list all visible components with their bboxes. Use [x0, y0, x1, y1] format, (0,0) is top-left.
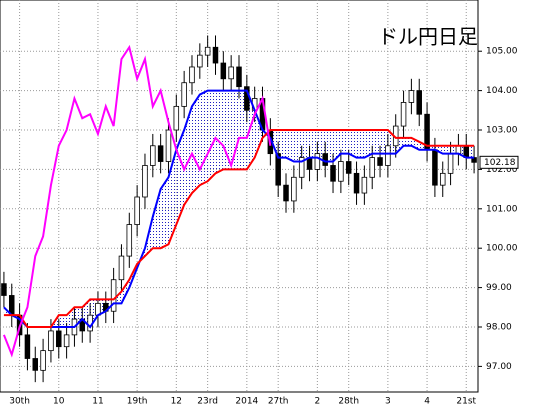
candle-body — [110, 279, 117, 312]
candle-body — [63, 334, 70, 348]
candle-body — [220, 62, 227, 80]
candle-body — [408, 90, 415, 103]
candle-body — [432, 149, 438, 186]
candle-body — [142, 165, 148, 198]
line-series — [3, 129, 475, 328]
candle-body — [48, 330, 54, 352]
candle-body — [447, 153, 454, 174]
x-tick-label: 3 — [385, 397, 391, 407]
candle-body — [330, 165, 336, 182]
candle-body — [283, 184, 289, 202]
y-tick-label: 104.00 — [486, 86, 518, 96]
x-tick-label: 28th — [338, 397, 359, 407]
candle-body — [298, 157, 305, 178]
y-tick-label: 100.00 — [486, 244, 518, 254]
x-tick-label: 19th — [127, 397, 148, 407]
cloud — [3, 90, 475, 327]
candle-body — [400, 102, 407, 127]
chart-title: ドル円日足 — [378, 25, 478, 49]
candle-body — [369, 157, 375, 178]
candle-body — [197, 54, 203, 68]
line-series — [2, 44, 272, 358]
candle-body — [24, 334, 31, 359]
last-price-box — [479, 155, 519, 169]
last-price-label: 102.18 — [484, 158, 516, 168]
x-tick-label: 12 — [171, 397, 182, 407]
candle-body — [338, 161, 344, 182]
candle-body — [173, 105, 180, 131]
candle-body — [165, 129, 172, 162]
x-tick-label: 30th — [9, 397, 30, 407]
y-tick-label: 97.00 — [486, 362, 512, 372]
x-tick-label: 27th — [268, 397, 289, 407]
line-series — [3, 89, 475, 329]
candle-body — [157, 145, 164, 162]
x-tick-label: 11 — [92, 397, 103, 407]
candle-body — [1, 283, 7, 296]
y-tick-label: 103.00 — [486, 126, 518, 136]
candle-body — [416, 90, 422, 115]
candle-body — [126, 224, 133, 257]
x-tick-label: 2014 — [235, 397, 258, 407]
candle-body — [150, 145, 156, 166]
candle-body — [455, 145, 462, 155]
x-tick-label: 21st — [456, 397, 476, 407]
candle-body — [314, 153, 321, 170]
y-tick-label: 98.00 — [486, 322, 512, 332]
candle-body — [118, 255, 125, 281]
candle-body — [204, 46, 211, 56]
y-tick-label: 99.00 — [486, 283, 512, 293]
candle-body — [32, 358, 39, 371]
candle-body — [212, 46, 219, 64]
candle-body — [345, 161, 352, 174]
candle-body — [377, 157, 383, 166]
candle-body — [291, 176, 297, 202]
x-tick-label: 10 — [53, 397, 65, 407]
x-tick-label: 2 — [314, 397, 320, 407]
y-tick-label: 102.00 — [486, 165, 518, 175]
x-tick-label: 23rd — [197, 397, 218, 407]
candle-body — [275, 153, 281, 186]
candle-body — [134, 196, 140, 225]
candle-body — [322, 153, 328, 166]
candle-body — [236, 66, 242, 88]
candle-body — [439, 172, 446, 186]
y-tick-label: 101.00 — [486, 204, 518, 214]
candle-body — [228, 66, 234, 80]
candle-body — [181, 82, 187, 107]
candle-body — [385, 145, 391, 166]
candle-body — [189, 66, 195, 84]
candle-body — [40, 350, 46, 371]
candle-body — [361, 176, 368, 194]
y-tick-label: 105.00 — [486, 47, 518, 57]
candle-body — [353, 172, 360, 194]
x-tick-label: 4 — [424, 397, 430, 407]
candle-body — [56, 330, 62, 348]
